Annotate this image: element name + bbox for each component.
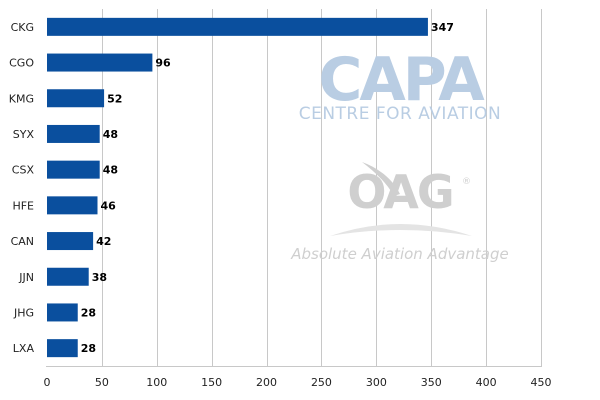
x-tick-label: 50 [95, 376, 109, 389]
gridlines [102, 9, 542, 366]
category-label: JJN [18, 271, 34, 284]
x-tick-label: 100 [146, 376, 167, 389]
bar [47, 124, 100, 143]
category-label: SYX [13, 128, 35, 141]
category-label: CGO [9, 57, 34, 70]
bar [47, 196, 98, 215]
bar [47, 17, 428, 36]
data-label: 48 [103, 164, 118, 177]
bar [47, 267, 89, 286]
oag-tagline: Absolute Aviation Advantage [290, 245, 509, 263]
bar [47, 232, 94, 251]
data-label: 38 [92, 271, 107, 284]
data-label: 347 [431, 21, 454, 34]
bar [47, 89, 105, 108]
oag-logo: OAG [347, 165, 452, 219]
data-labels: 347 96 52 48 48 46 42 38 28 28 [81, 21, 454, 355]
data-label: 28 [81, 306, 96, 319]
x-tick-label: 250 [311, 376, 332, 389]
capa-logo: CAPA [318, 45, 485, 115]
bar [47, 160, 100, 179]
data-label: 28 [81, 342, 96, 355]
data-label: 42 [96, 235, 111, 248]
capa-subtitle: CENTRE FOR AVIATION [299, 104, 502, 124]
x-tick-label: 0 [44, 376, 51, 389]
x-axis-tick-labels: 0 50 100 150 200 250 300 350 400 450 [44, 376, 552, 389]
x-tick-label: 300 [366, 376, 387, 389]
category-label: LXA [13, 342, 35, 355]
category-label: CKG [11, 21, 34, 34]
x-tick-label: 450 [531, 376, 552, 389]
bar [47, 303, 78, 322]
data-label: 52 [107, 92, 122, 105]
oag-registered-mark: ® [462, 177, 471, 187]
bars-group [47, 17, 428, 358]
watermark-logos: CAPA CENTRE FOR AVIATION OAG ® Absolute … [290, 45, 509, 263]
category-label: HFE [12, 199, 34, 212]
data-label: 96 [155, 57, 171, 70]
category-label: JHG [13, 306, 34, 319]
bar [47, 53, 153, 72]
data-label: 46 [100, 199, 116, 212]
category-label: KMG [9, 92, 34, 105]
x-tick-label: 150 [201, 376, 222, 389]
oag-swoosh-icon [362, 162, 400, 196]
oag-underline-swoosh-icon [330, 224, 472, 236]
bar [47, 339, 78, 358]
category-label: CSX [12, 164, 35, 177]
x-tick-label: 200 [256, 376, 277, 389]
category-labels: CKG CGO KMG SYX CSX HFE CAN JJN JHG LXA [9, 21, 35, 355]
x-tick-label: 350 [421, 376, 442, 389]
category-label: CAN [11, 235, 34, 248]
x-tick-label: 400 [476, 376, 497, 389]
data-label: 48 [103, 128, 118, 141]
